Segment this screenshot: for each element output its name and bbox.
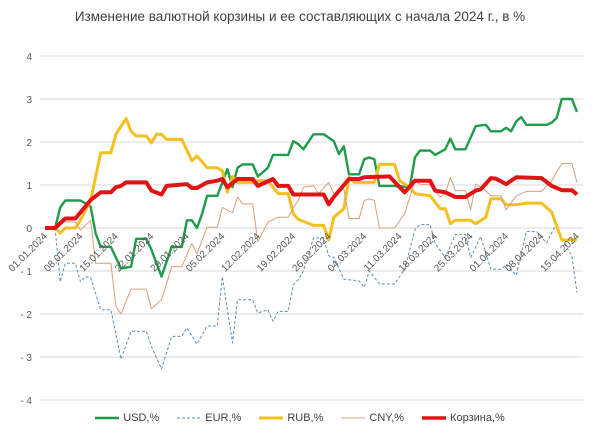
legend-swatch <box>177 417 202 419</box>
legend-swatch <box>341 417 366 419</box>
legend-item: EUR,% <box>177 412 241 424</box>
legend-label: USD,% <box>123 412 160 424</box>
legend-label: RUB,% <box>287 412 324 424</box>
y-tick-label: 0 <box>26 224 32 235</box>
legend-item: CNY,% <box>341 412 404 424</box>
legend-swatch <box>95 416 120 420</box>
legend-label: CNY,% <box>369 412 405 424</box>
y-tick-label: 2 <box>26 138 32 149</box>
series-line-usd <box>45 97 579 278</box>
y-tick-label: - 3 <box>20 353 32 364</box>
series-line-cny <box>45 163 578 315</box>
y-tick-label: 1 <box>26 181 32 192</box>
legend: USD,% EUR,% RUB,% CNY,% Корзина,% <box>0 412 600 424</box>
series-line-eur <box>45 222 578 370</box>
y-tick-label: - 2 <box>20 310 32 321</box>
legend-item: RUB,% <box>259 412 323 424</box>
y-tick-label: 3 <box>26 95 32 106</box>
series-line-rub <box>45 116 578 242</box>
series-line-корзина <box>45 174 579 230</box>
y-tick-label: - 4 <box>20 396 32 407</box>
y-tick-label: - 1 <box>20 267 32 278</box>
legend-label: EUR,% <box>205 412 242 424</box>
legend-swatch <box>422 416 447 420</box>
chart-title: Изменение валютной корзины и ее составля… <box>74 9 526 24</box>
legend-label: Корзина,% <box>450 412 505 424</box>
legend-swatch <box>259 416 284 420</box>
legend-item: USD,% <box>95 412 159 424</box>
y-tick-label: 4 <box>26 52 32 63</box>
legend-item: Корзина,% <box>422 412 505 424</box>
